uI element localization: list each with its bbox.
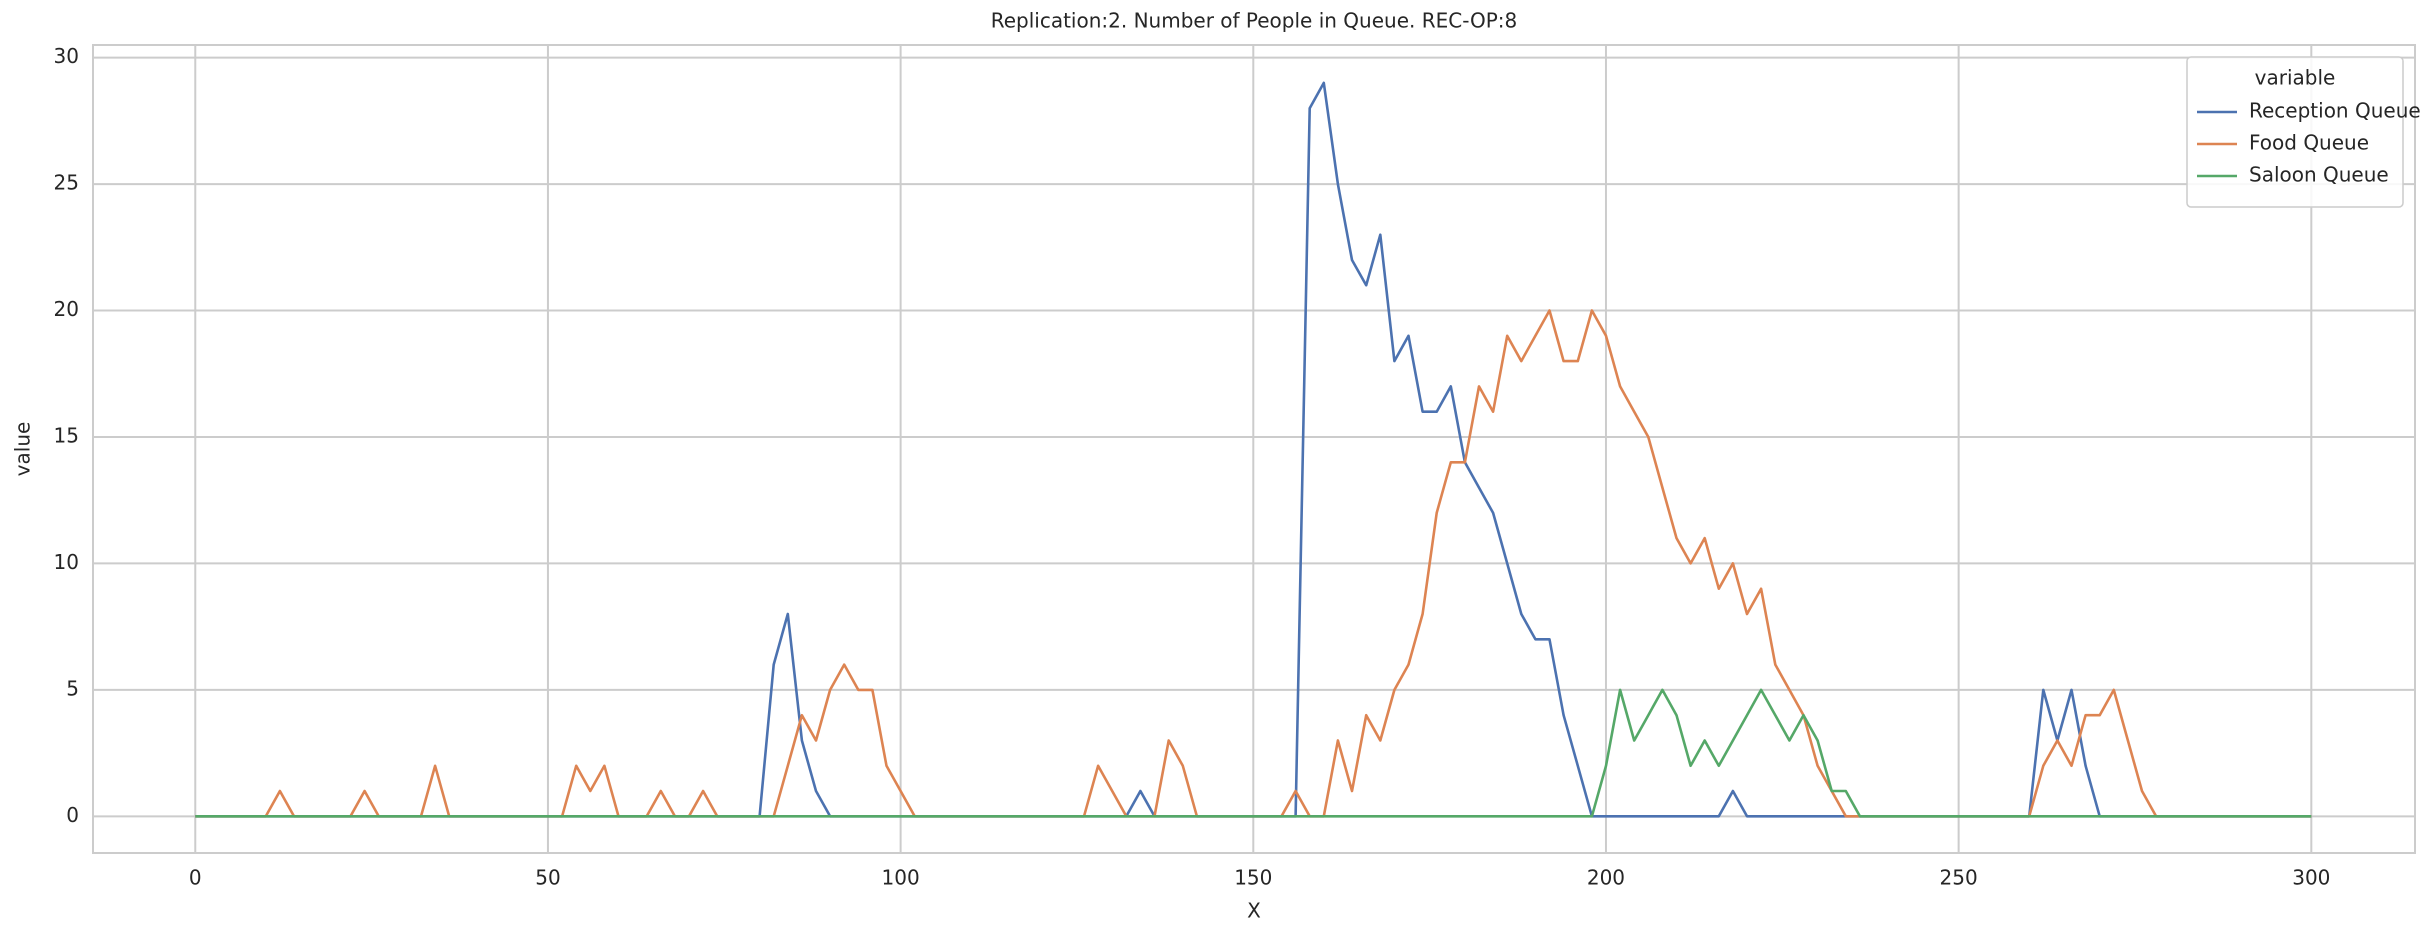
y-tick-label: 15	[54, 423, 79, 447]
x-tick-label: 100	[882, 866, 920, 890]
chart-title: Replication:2. Number of People in Queue…	[991, 9, 1518, 33]
y-tick-label: 20	[54, 297, 79, 321]
legend-title: variable	[2255, 66, 2336, 90]
y-tick-label: 25	[54, 171, 79, 195]
legend: variable Reception Queue Food Queue Saloon …	[2186, 56, 2421, 208]
y-tick-label: 0	[66, 803, 79, 827]
x-tick-label: 50	[535, 866, 560, 890]
legend-label: Reception Queue	[2249, 99, 2421, 123]
x-tick-label: 150	[1234, 866, 1272, 890]
y-tick-label: 30	[54, 44, 79, 68]
y-axis-label: value	[11, 422, 35, 477]
y-tick-label: 10	[54, 550, 79, 574]
x-tick-label: 250	[1940, 866, 1978, 890]
series-line	[195, 688, 2312, 818]
x-tick-label: 0	[189, 866, 202, 890]
legend-box	[2186, 56, 2404, 208]
x-tick-label: 200	[1587, 866, 1625, 890]
legend-label: Food Queue	[2249, 131, 2369, 155]
x-tick-label: 300	[2292, 866, 2330, 890]
x-axis-label: X	[1247, 899, 1261, 923]
plot-frame	[92, 44, 2416, 854]
legend-label: Saloon Queue	[2249, 163, 2389, 187]
y-tick-label: 5	[66, 676, 79, 700]
